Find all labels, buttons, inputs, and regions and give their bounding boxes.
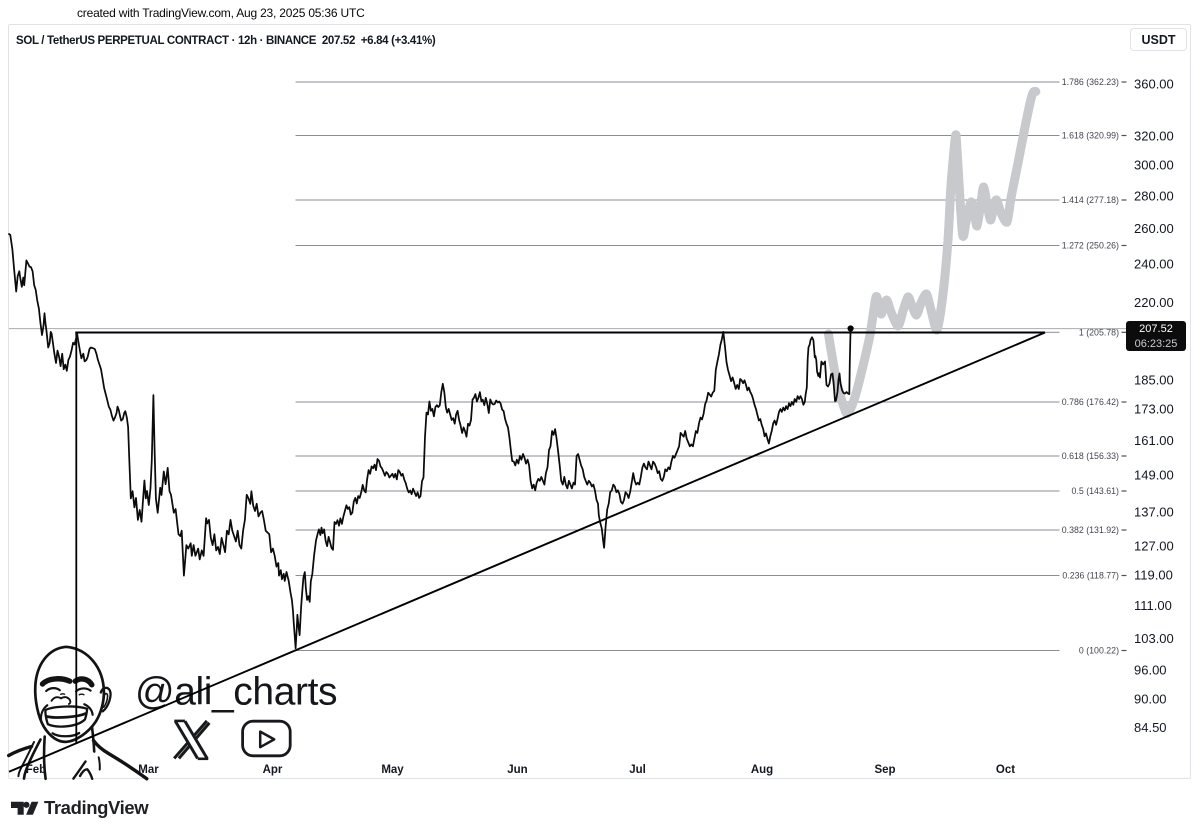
svg-text:111.00: 111.00	[1134, 598, 1172, 613]
svg-text:@ali_charts: @ali_charts	[135, 671, 337, 714]
svg-text:185.00: 185.00	[1134, 373, 1174, 388]
svg-text:84.50: 84.50	[1134, 720, 1167, 735]
svg-text:0.618 (156.33): 0.618 (156.33)	[1062, 451, 1119, 461]
svg-text:Aug: Aug	[751, 764, 773, 776]
svg-text:Apr: Apr	[263, 764, 283, 776]
svg-text:Feb: Feb	[26, 764, 46, 776]
svg-text:127.00: 127.00	[1134, 539, 1174, 554]
svg-text:173.00: 173.00	[1134, 402, 1174, 417]
svg-text:TradingView: TradingView	[44, 797, 149, 818]
svg-text:161.00: 161.00	[1134, 433, 1174, 448]
svg-text:0 (100.22): 0 (100.22)	[1079, 646, 1119, 656]
svg-text:1.618 (320.99): 1.618 (320.99)	[1062, 131, 1119, 141]
svg-text:1.272 (250.26): 1.272 (250.26)	[1062, 241, 1119, 251]
svg-text:119.00: 119.00	[1134, 568, 1173, 583]
svg-text:149.00: 149.00	[1134, 468, 1174, 483]
svg-text:240.00: 240.00	[1134, 257, 1174, 272]
svg-text:0.5 (143.61): 0.5 (143.61)	[1072, 486, 1120, 496]
svg-text:0.382 (131.92): 0.382 (131.92)	[1062, 525, 1119, 535]
svg-text:0.236 (118.77): 0.236 (118.77)	[1062, 571, 1119, 581]
svg-text:220.00: 220.00	[1134, 295, 1174, 310]
svg-text:Oct: Oct	[996, 764, 1015, 776]
svg-text:Sep: Sep	[874, 764, 895, 776]
svg-text:360.00: 360.00	[1134, 77, 1174, 92]
svg-text:280.00: 280.00	[1134, 189, 1174, 204]
svg-text:260.00: 260.00	[1134, 221, 1174, 236]
svg-text:Mar: Mar	[138, 764, 159, 776]
svg-text:0.786 (176.42): 0.786 (176.42)	[1062, 397, 1119, 407]
svg-text:1.414 (277.18): 1.414 (277.18)	[1062, 195, 1119, 205]
svg-text:103.00: 103.00	[1134, 631, 1174, 646]
svg-text:96.00: 96.00	[1134, 663, 1167, 678]
svg-text:137.00: 137.00	[1134, 505, 1174, 520]
svg-text:1 (205.78): 1 (205.78)	[1079, 327, 1119, 337]
svg-text:320.00: 320.00	[1134, 129, 1174, 144]
svg-text:1.786 (362.23): 1.786 (362.23)	[1062, 77, 1119, 87]
svg-text:May: May	[381, 764, 404, 776]
svg-text:300.00: 300.00	[1134, 158, 1174, 173]
svg-text:Jun: Jun	[507, 764, 527, 776]
svg-text:90.00: 90.00	[1134, 692, 1167, 707]
svg-text:Jul: Jul	[629, 764, 646, 776]
